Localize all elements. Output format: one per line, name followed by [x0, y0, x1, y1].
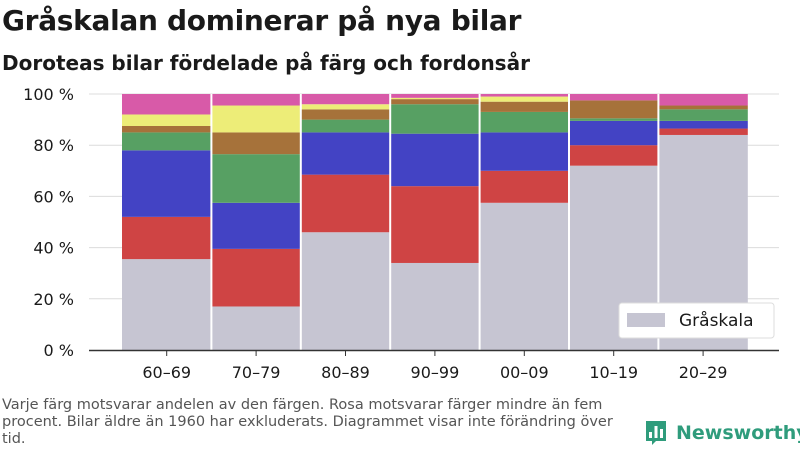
bar-segment-5	[122, 126, 212, 133]
bar-segment-6	[479, 96, 569, 102]
bar-segment-2	[122, 216, 212, 260]
bar-segment-3	[479, 132, 569, 171]
bar-segment-1	[122, 259, 212, 350]
bar-segment-1	[390, 262, 480, 350]
y-tick-label: 100 %	[23, 85, 74, 104]
bar-segment-1	[479, 202, 569, 350]
y-tick-label: 0 %	[44, 341, 74, 360]
bar-segment-7	[658, 94, 748, 106]
bar-segment-7	[300, 94, 391, 105]
y-tick-label: 60 %	[33, 187, 74, 206]
x-tick-label: 20–29	[679, 363, 728, 382]
stacked-bar-chart: 0 % 20 % 40 % 60 % 80 % 100 % 60–69 70–79 80–89 9…	[23, 85, 779, 382]
bar-segment-4	[658, 109, 748, 121]
chart-title: Gråskalan dominerar på nya bilar	[2, 4, 522, 37]
bar-segment-7	[211, 94, 301, 106]
bar-segment-5	[569, 100, 659, 119]
bar-segment-3	[658, 120, 748, 129]
bar-segment-6	[390, 97, 480, 100]
newsworthy-brand: Newsworthy	[644, 420, 800, 446]
bar-segment-3	[390, 133, 480, 187]
bar-segment-2	[300, 174, 391, 233]
x-tick-label: 90–99	[411, 363, 460, 382]
bar-segment-6	[122, 114, 212, 126]
brand-name: Newsworthy	[676, 422, 800, 444]
bar-chart-logo-icon	[646, 421, 666, 445]
bar-segment-3	[122, 150, 212, 217]
bar-segment-4	[211, 154, 301, 203]
bar-segment-2	[211, 248, 301, 307]
bar-segment-2	[390, 186, 480, 263]
legend-label: Gråskala	[679, 310, 754, 331]
bar-segment-1	[300, 232, 391, 350]
bar-segment-7	[479, 94, 569, 97]
bar-segment-5	[300, 109, 391, 120]
footnote: Varje färg motsvarar andelen av den färg…	[2, 397, 613, 447]
legend: Gråskala	[618, 302, 775, 339]
bar-segment-5	[390, 99, 480, 105]
chart-subtitle: Doroteas bilar fördelade på färg och for…	[2, 51, 530, 75]
bar-segment-7	[122, 94, 212, 115]
bar-segment-4	[479, 111, 569, 133]
bar-segment-3	[300, 132, 391, 175]
bar-segment-5	[479, 101, 569, 112]
x-tick-label: 60–69	[142, 363, 191, 382]
y-tick-label: 20 %	[33, 290, 74, 309]
bar-segment-4	[122, 132, 212, 151]
bar-segment-1	[211, 306, 301, 350]
bar-segment-3	[211, 202, 301, 249]
legend-box	[618, 302, 775, 339]
bar-segment-2	[479, 170, 569, 203]
y-tick-label: 40 %	[33, 239, 74, 258]
bar-segment-4	[390, 104, 480, 134]
bar-segment-5	[211, 132, 301, 155]
legend-swatch	[627, 313, 665, 327]
x-tick-label: 10–19	[589, 363, 638, 382]
bar-segment-7	[390, 94, 480, 98]
y-tick-label: 80 %	[33, 136, 74, 155]
bar-segment-4	[300, 119, 391, 133]
x-tick-label: 80–89	[321, 363, 370, 382]
bar-segment-5	[658, 105, 748, 110]
bar-segment-3	[569, 120, 659, 146]
bar-segment-2	[569, 145, 659, 166]
bar-segment-4	[569, 118, 659, 121]
x-tick-label: 00–09	[500, 363, 549, 382]
bar-segment-2	[658, 128, 748, 135]
bar-segment-6	[300, 104, 391, 110]
bar-segment-6	[211, 105, 301, 133]
x-tick-label: 70–79	[232, 363, 281, 382]
bar-segment-7	[569, 94, 659, 101]
